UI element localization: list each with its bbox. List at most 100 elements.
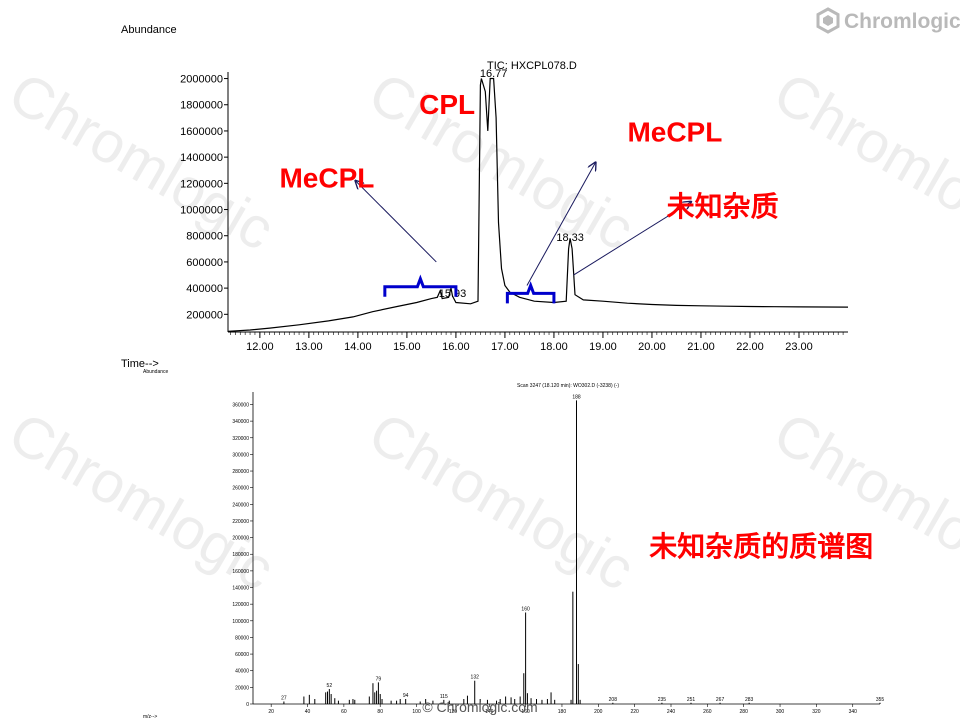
- tic-x-tick-label: 23.00: [785, 341, 813, 353]
- tic-ylabel: Abundance: [121, 24, 177, 36]
- tic-y-tick-label: 1400000: [180, 152, 223, 164]
- watermark-text: Chromlogic: [763, 60, 960, 263]
- ms-peak-label: 94: [403, 693, 409, 699]
- ms-x-tick-label: 40: [305, 709, 311, 715]
- hexagon-logo-icon: [816, 7, 840, 34]
- tic-x-tick-label: 12.00: [246, 341, 274, 353]
- ms-peak-label: 251: [687, 697, 696, 703]
- ms-ylabel: Abundance: [143, 369, 169, 375]
- tic-x-tick-label: 21.00: [687, 341, 715, 353]
- ms-x-tick-label: 180: [558, 709, 567, 715]
- ms-peak-label: 267: [716, 697, 725, 703]
- tic-trace-line: [227, 77, 849, 332]
- ms-xlabel: m/z-->: [143, 714, 157, 720]
- ms-y-tick-label: 100000: [232, 619, 249, 625]
- tic-x-tick-label: 19.00: [589, 341, 617, 353]
- ms-x-tick-label: 120: [449, 709, 458, 715]
- ms-x-tick-label: 260: [703, 709, 712, 715]
- ms-y-tick-label: 280000: [232, 469, 249, 475]
- watermark-text: Chromlogic: [358, 400, 645, 603]
- tic-x-tick-label: 14.00: [344, 341, 372, 353]
- ms-y-tick-label: 300000: [232, 452, 249, 458]
- annotation-label: CPL: [419, 89, 475, 120]
- watermark-text: Chromlogic: [358, 60, 645, 263]
- ms-y-tick-label: 160000: [232, 569, 249, 575]
- brand-name: Chromlogic: [844, 10, 960, 33]
- ms-peak-label: 132: [471, 675, 480, 681]
- tic-y-tick-label: 1800000: [180, 100, 223, 112]
- tic-y-tick-label: 800000: [186, 231, 223, 243]
- ms-y-tick-label: 120000: [232, 602, 249, 608]
- ms-y-tick-label: 40000: [235, 669, 249, 675]
- ms-y-tick-label: 200000: [232, 536, 249, 542]
- tic-y-tick-label: 400000: [186, 283, 223, 295]
- ms-y-tick-label: 80000: [235, 635, 249, 641]
- ms-x-tick-label: 60: [341, 709, 347, 715]
- ms-y-tick-label: 260000: [232, 486, 249, 492]
- watermark-text: Chromlogic: [763, 400, 960, 603]
- ms-y-tick-label: 360000: [232, 402, 249, 408]
- tic-x-tick-label: 13.00: [295, 341, 323, 353]
- tic-y-tick-label: 600000: [186, 257, 223, 269]
- ms-y-tick-label: 240000: [232, 502, 249, 508]
- ms-peak-label: 52: [327, 683, 333, 689]
- ms-peak-label: 235: [658, 697, 667, 703]
- brand-logo: Chromlogic: [816, 7, 960, 34]
- annotation-label: 未知杂质的质谱图: [649, 530, 873, 562]
- tic-x-tick-label: 17.00: [491, 341, 519, 353]
- ms-x-tick-label: 100: [412, 709, 421, 715]
- tic-x-tick-label: 15.00: [393, 341, 421, 353]
- tic-x-tick-label: 22.00: [736, 341, 764, 353]
- tic-peak-label: 16.77: [480, 68, 508, 80]
- annotation-arrow: [573, 202, 692, 276]
- annotation-arrow: [355, 181, 437, 263]
- ms-x-tick-label: 200: [594, 709, 603, 715]
- brace-annotation: [505, 281, 556, 304]
- brace-annotation: [383, 274, 458, 297]
- ms-x-tick-label: 240: [667, 709, 676, 715]
- ms-peak-label: 115: [440, 694, 448, 700]
- ms-peak-label: 160: [521, 606, 530, 612]
- ms-x-tick-label: 160: [521, 709, 530, 715]
- tic-xlabel: Time-->: [121, 358, 159, 370]
- annotation-arrow: [526, 162, 596, 286]
- ms-y-tick-label: 340000: [232, 419, 249, 425]
- annotation-label: 未知杂质: [667, 190, 779, 222]
- tic-chromatogram: Abundance TIC: HXCPL078.D Time--> 200000…: [121, 24, 849, 370]
- tic-y-tick-label: 2000000: [180, 74, 223, 86]
- tic-y-tick-label: 1600000: [180, 126, 223, 138]
- ms-peak-label: 188: [572, 394, 581, 400]
- tic-x-tick-label: 20.00: [638, 341, 666, 353]
- mass-spectrum: Abundance Scan 3247 (18.120 min): WO302.…: [143, 369, 884, 720]
- ms-x-tick-label: 280: [740, 709, 749, 715]
- ms-x-tick-label: 340: [849, 709, 858, 715]
- ms-peak-label: 27: [281, 696, 287, 702]
- ms-x-tick-label: 80: [377, 709, 383, 715]
- tic-y-tick-label: 1000000: [180, 205, 223, 217]
- ms-y-tick-label: 140000: [232, 586, 249, 592]
- ms-peak-label: 355: [876, 697, 885, 703]
- tic-peak-label: 15.93: [439, 288, 467, 300]
- tic-peak-label: 18.33: [556, 232, 584, 244]
- tic-y-tick-label: 200000: [186, 309, 223, 321]
- ms-peak-label: 79: [376, 676, 382, 682]
- annotation-label: MeCPL: [279, 162, 374, 193]
- tic-x-tick-label: 18.00: [540, 341, 568, 353]
- ms-y-tick-label: 60000: [235, 652, 249, 658]
- tic-y-tick-label: 1200000: [180, 178, 223, 190]
- ms-peak-label: 283: [745, 697, 754, 703]
- ms-y-tick-label: 320000: [232, 436, 249, 442]
- ms-y-tick-label: 180000: [232, 552, 249, 558]
- ms-y-tick-label: 20000: [235, 685, 249, 691]
- ms-peak-label: 208: [609, 697, 618, 703]
- footer-copyright: © Chromlogic.com: [422, 699, 537, 715]
- ms-x-tick-label: 300: [776, 709, 785, 715]
- annotation-label: MeCPL: [627, 116, 722, 147]
- tic-title: TIC: HXCPL078.D: [487, 60, 577, 72]
- watermark-text: Chromlogic: [0, 60, 285, 263]
- ms-y-tick-label: 220000: [232, 519, 249, 525]
- tic-x-tick-label: 16.00: [442, 341, 470, 353]
- ms-x-tick-label: 220: [630, 709, 639, 715]
- ms-x-tick-label: 140: [485, 709, 494, 715]
